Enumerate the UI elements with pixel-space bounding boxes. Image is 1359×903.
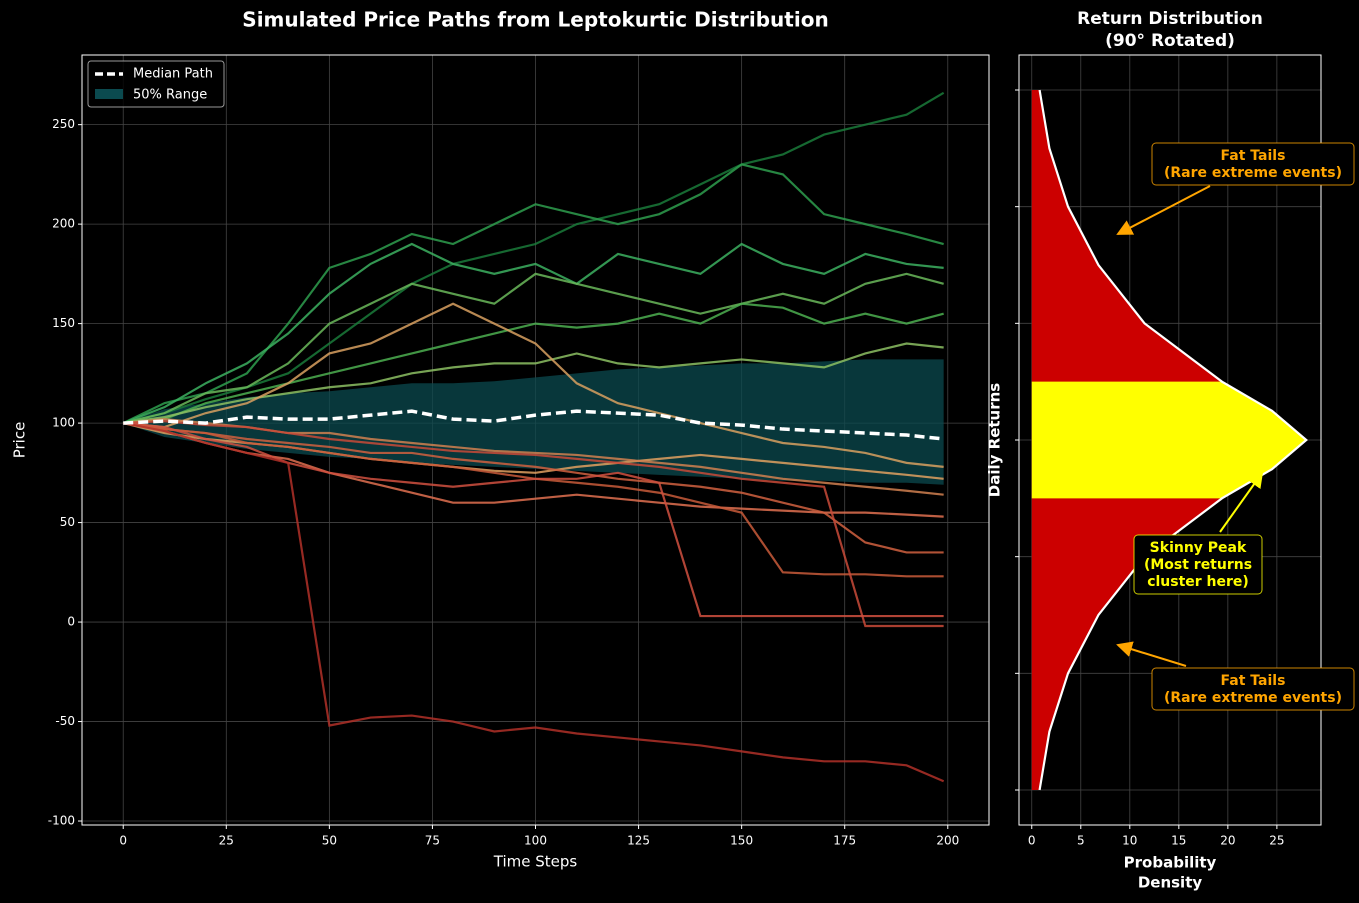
y-axis-label: Daily Returns <box>986 383 1004 498</box>
price-path <box>123 422 945 783</box>
y-tick-label: 150 <box>52 316 75 330</box>
x-axis-label: Density <box>1138 874 1203 892</box>
price-path <box>123 422 944 518</box>
x-tick-label: 175 <box>833 834 856 848</box>
price-path <box>123 302 944 468</box>
x-tick-label: 50 <box>322 834 337 848</box>
x-tick-label: 20 <box>1220 834 1235 848</box>
y-tick-label: -100 <box>48 814 75 828</box>
x-tick-label: 25 <box>1269 834 1284 848</box>
x-tick-label: 125 <box>627 834 650 848</box>
annotation-text: Fat Tails <box>1221 148 1286 164</box>
legend: Median Path 50% Range <box>87 60 225 108</box>
price-path <box>122 163 944 425</box>
annotation-arrow <box>1116 185 1211 235</box>
y-tick-label: 250 <box>52 117 75 131</box>
chart-title: Simulated Price Paths from Leptokurtic D… <box>242 8 828 32</box>
x-tick-label: 0 <box>1028 834 1036 848</box>
y-tick-label: 200 <box>52 217 75 231</box>
annotation-arrow <box>1116 641 1187 667</box>
x-tick-label: 25 <box>219 834 234 848</box>
annotation-text: (Rare extreme events) <box>1164 690 1342 706</box>
y-axis-label: Price <box>11 422 29 459</box>
plot-frame <box>81 54 990 826</box>
chart-title: Return Distribution <box>1077 9 1263 29</box>
x-tick-label: 200 <box>936 834 959 848</box>
x-tick-label: 150 <box>730 834 753 848</box>
y-tick-label: -50 <box>55 714 75 728</box>
annotation-arrow <box>1219 471 1264 533</box>
price-path <box>122 272 944 425</box>
legend-label: 50% Range <box>133 88 207 103</box>
density-curve <box>1038 89 1308 791</box>
x-tick-label: 15 <box>1171 834 1186 848</box>
x-tick-label: 0 <box>119 834 127 848</box>
y-tick-label: 0 <box>67 615 75 629</box>
annotation-text: Skinny Peak <box>1150 540 1247 556</box>
annotation: Fat Tails(Rare extreme events) <box>1116 641 1355 711</box>
price-path <box>123 421 944 554</box>
price-path <box>122 242 944 425</box>
annotation-text: cluster here) <box>1147 574 1249 590</box>
annotation-text: (Most returns <box>1144 557 1252 573</box>
annotation: Fat Tails(Rare extreme events) <box>1116 142 1355 235</box>
price-path <box>122 91 945 425</box>
annotation-text: Fat Tails <box>1221 673 1286 689</box>
legend-swatch <box>95 89 123 99</box>
peak-fill <box>1031 381 1307 499</box>
price-path <box>123 421 944 618</box>
chart-title: (90° Rotated) <box>1105 31 1235 51</box>
x-axis-label: Time Steps <box>493 853 578 871</box>
y-tick-label: 100 <box>52 416 75 430</box>
x-tick-label: 10 <box>1122 834 1137 848</box>
price-path <box>123 419 944 628</box>
y-tick-label: 50 <box>60 515 75 529</box>
annotation-box <box>1151 667 1355 711</box>
legend-label: Median Path <box>133 67 213 82</box>
annotation-box <box>1133 534 1263 595</box>
x-tick-label: 5 <box>1077 834 1085 848</box>
x-tick-label: 100 <box>524 834 547 848</box>
median-path <box>123 409 944 441</box>
x-tick-label: 75 <box>425 834 440 848</box>
annotation-text: (Rare extreme events) <box>1164 165 1342 181</box>
plot-frame <box>1018 54 1322 826</box>
price-path <box>123 302 944 425</box>
annotation-box <box>1151 142 1355 186</box>
x-axis-label: Probability <box>1124 854 1217 872</box>
